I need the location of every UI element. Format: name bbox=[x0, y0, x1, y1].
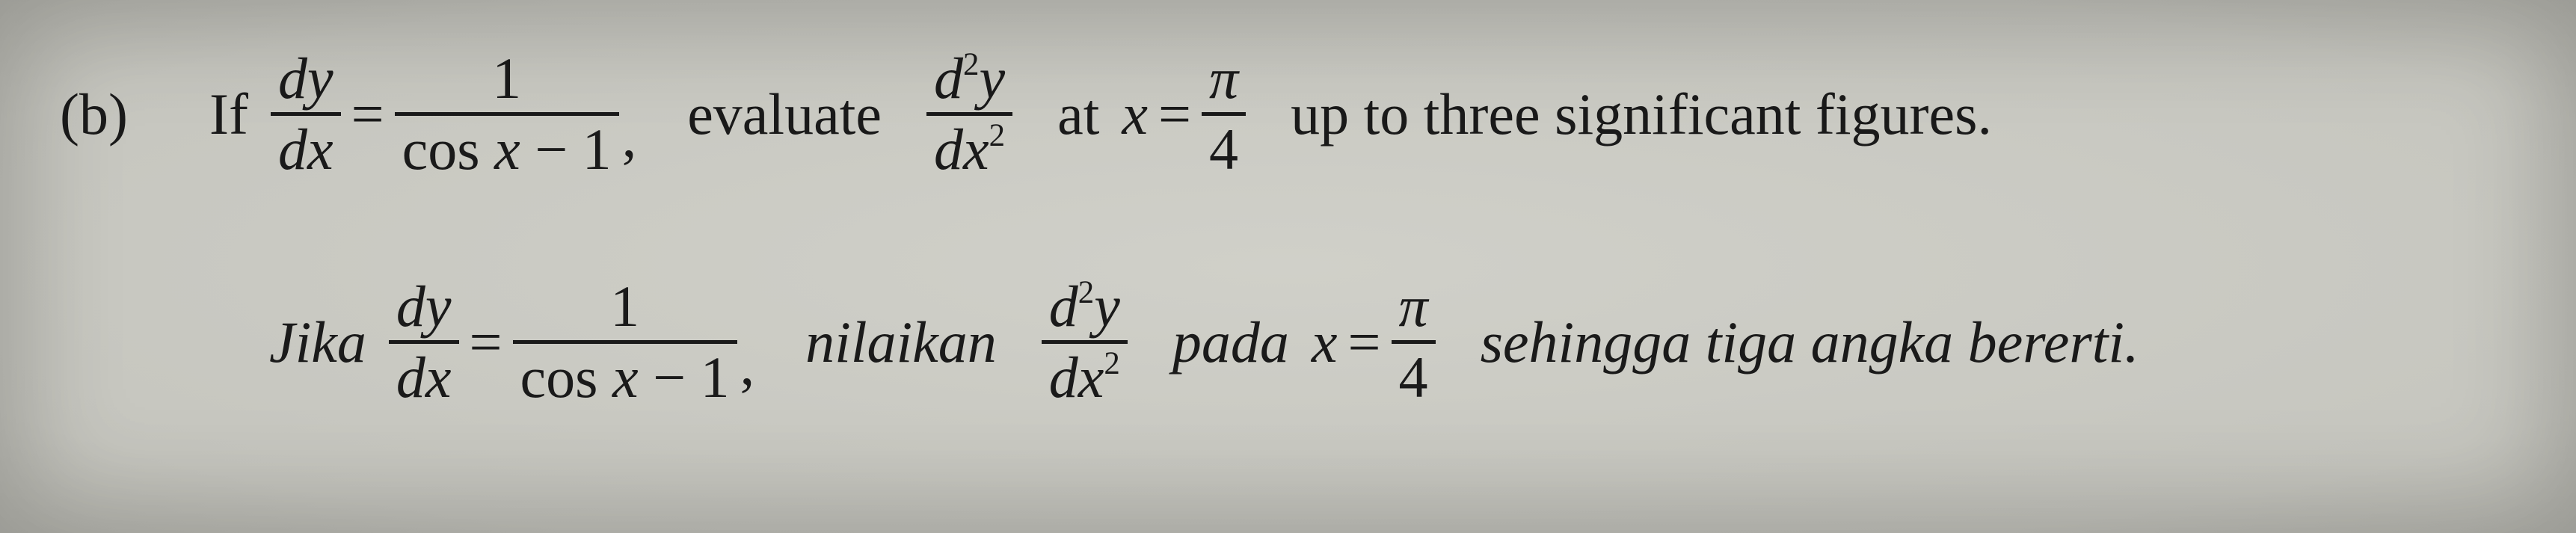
frac-d2y-dx2: d2y dx2 bbox=[926, 45, 1012, 183]
word-jika: Jika bbox=[269, 313, 366, 372]
frac-d2y-dx2-2: d2y dx2 bbox=[1042, 273, 1128, 411]
comma-2: , bbox=[737, 336, 761, 394]
frac-dy-dx: dy dx bbox=[271, 45, 341, 183]
exp-2-top: 2 bbox=[963, 47, 979, 82]
dx: dx bbox=[934, 117, 989, 182]
pi: π bbox=[1392, 273, 1436, 340]
question-label: (b) bbox=[60, 85, 209, 144]
numerator-one: 1 bbox=[485, 45, 529, 112]
cos: cos bbox=[402, 117, 494, 182]
d2y: d2y bbox=[1042, 273, 1128, 340]
equals-2: = bbox=[1148, 85, 1202, 144]
x-var: x bbox=[612, 345, 639, 410]
denominator-cos: cos x − 1 bbox=[395, 116, 619, 183]
dx: dx bbox=[389, 344, 459, 411]
frac-pi-4: π 4 bbox=[1202, 45, 1246, 183]
comma-1: , bbox=[619, 108, 643, 166]
tail-english: up to three significant figures. bbox=[1291, 85, 1992, 144]
cos: cos bbox=[520, 345, 612, 410]
minus-one: − 1 bbox=[639, 345, 730, 410]
word-nilaikan: nilaikan bbox=[805, 313, 997, 372]
y-var: y bbox=[979, 46, 1005, 111]
exp-2-bot: 2 bbox=[989, 118, 1005, 153]
word-at: at bbox=[1057, 85, 1099, 144]
word-pada: pada bbox=[1172, 313, 1289, 372]
y-var: y bbox=[1094, 274, 1120, 339]
four: 4 bbox=[1202, 116, 1246, 183]
numerator-one: 1 bbox=[603, 273, 647, 340]
pi: π bbox=[1202, 45, 1246, 112]
word-if: If bbox=[209, 85, 248, 144]
equals-4: = bbox=[1338, 313, 1392, 372]
exp-2-top: 2 bbox=[1078, 275, 1094, 310]
exercise-snippet: (b) If dy dx = 1 cos x − 1 , evaluate d2… bbox=[0, 0, 2576, 533]
line-malay: Jika dy dx = 1 cos x − 1 , nilaikan d2y … bbox=[60, 273, 2516, 411]
frac-cos-expr-2: 1 cos x − 1 bbox=[513, 273, 737, 411]
d: d bbox=[1049, 274, 1078, 339]
equals-3: = bbox=[459, 313, 513, 372]
frac-dy-dx-2: dy dx bbox=[389, 273, 459, 411]
d: d bbox=[934, 46, 963, 111]
dx2: dx2 bbox=[926, 116, 1012, 183]
word-evaluate: evaluate bbox=[687, 85, 882, 144]
d2y: d2y bbox=[926, 45, 1012, 112]
dx2: dx2 bbox=[1042, 344, 1128, 411]
dx: dx bbox=[271, 116, 341, 183]
minus-one: − 1 bbox=[520, 117, 612, 182]
dy: dy bbox=[389, 273, 459, 340]
line-english: (b) If dy dx = 1 cos x − 1 , evaluate d2… bbox=[60, 45, 2516, 183]
dx: dx bbox=[1049, 345, 1104, 410]
x-var-2: x bbox=[1122, 85, 1148, 144]
tail-malay: sehingga tiga angka bererti. bbox=[1481, 313, 2139, 372]
denominator-cos: cos x − 1 bbox=[513, 344, 737, 411]
frac-pi-4-2: π 4 bbox=[1392, 273, 1436, 411]
exp-2-bot: 2 bbox=[1104, 346, 1119, 381]
dy: dy bbox=[271, 45, 341, 112]
x-var: x bbox=[494, 117, 520, 182]
x-var-3: x bbox=[1312, 313, 1338, 372]
equals-1: = bbox=[341, 85, 395, 144]
frac-cos-expr: 1 cos x − 1 bbox=[395, 45, 619, 183]
four: 4 bbox=[1392, 344, 1436, 411]
